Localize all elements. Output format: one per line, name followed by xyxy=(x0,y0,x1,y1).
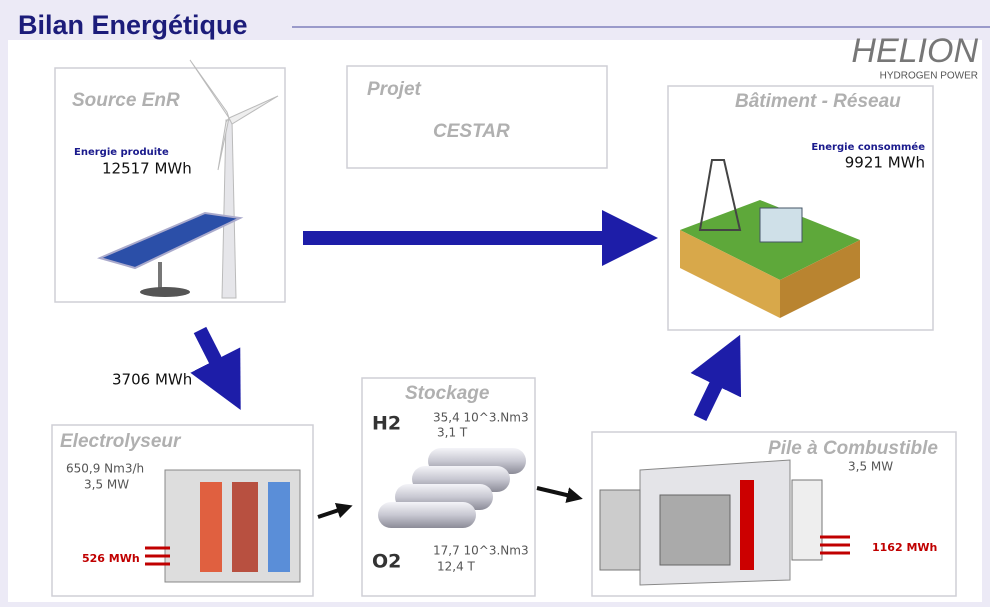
source-label: Energie produite xyxy=(74,147,169,158)
logo-sub: HYDROGEN POWER xyxy=(880,71,978,82)
o2-volume: 17,7 10^3.Nm3 xyxy=(433,544,529,558)
logo: HELION xyxy=(851,32,978,70)
illustration-part xyxy=(200,482,222,572)
electrolyser-title: Electrolyseur xyxy=(60,431,182,452)
page-title: Bilan Energétique xyxy=(18,10,248,40)
electrolyser-flow: 650,9 Nm3/h xyxy=(66,462,144,476)
h2-volume: 35,4 10^3.Nm3 xyxy=(433,411,529,425)
project-label: Projet xyxy=(367,79,422,100)
h2-label: H2 xyxy=(372,413,401,435)
fuel-cell-heat: 1162 MWh xyxy=(872,541,937,554)
body: {"header":{"title":"Bilan Energétique","… xyxy=(0,0,990,607)
building-title: Bâtiment - Réseau xyxy=(735,91,901,112)
page: Bilan Energétique html,body{margin:0;pad… xyxy=(0,0,990,607)
illustration-part xyxy=(232,482,258,572)
h2-mass: 3,1 T xyxy=(437,426,468,440)
o2-label: O2 xyxy=(372,551,401,573)
building-value: 9921 MWh xyxy=(845,154,925,172)
electrolyser-power: 3,5 MW xyxy=(84,478,129,492)
fuel-cell-title: Pile à Combustible xyxy=(768,438,938,459)
storage-title: Stockage xyxy=(405,383,490,404)
illustration-part xyxy=(740,480,754,570)
illustration-part xyxy=(378,502,476,528)
source-title: Source EnR xyxy=(72,90,180,111)
source-value: 12517 MWh xyxy=(102,160,192,178)
flow-label: 3706 MWh xyxy=(112,371,192,389)
illustration-part xyxy=(140,287,190,297)
illustration-part xyxy=(600,490,640,570)
o2-mass: 12,4 T xyxy=(437,560,476,574)
project-name: CESTAR xyxy=(433,121,510,142)
illustration-part xyxy=(792,480,822,560)
fuel-cell-power: 3,5 MW xyxy=(848,460,893,474)
building-label: Energie consommée xyxy=(811,141,925,153)
electrolyser-heat: 526 MWh xyxy=(82,552,140,565)
electrolyser-illustration xyxy=(145,470,300,582)
illustration-part xyxy=(268,482,290,572)
illustration-part xyxy=(760,208,802,242)
illustration-part xyxy=(660,495,730,565)
diagram: Bilan Energétique HELION HYDROGEN POWER … xyxy=(0,0,990,607)
